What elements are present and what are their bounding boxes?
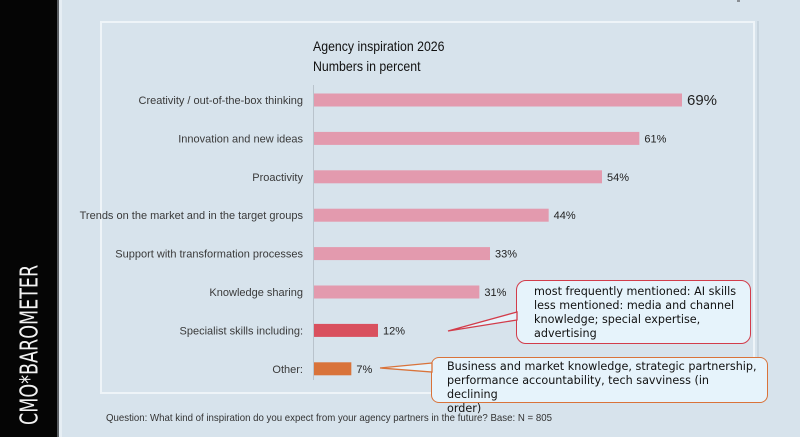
chart-frame-shadow — [757, 21, 759, 394]
bar — [314, 323, 378, 337]
chart-title-block: Agency inspiration 2026 Numbers in perce… — [313, 36, 462, 76]
chart-frame — [100, 21, 755, 394]
bar — [314, 170, 602, 184]
callout-pointer — [447, 311, 518, 332]
category-label: Other: — [272, 364, 303, 376]
page-mark — [737, 0, 740, 2]
category-label: Proactivity — [252, 172, 303, 184]
sidebar-divider — [59, 0, 62, 437]
bar — [314, 131, 640, 145]
value-label: 61% — [644, 133, 666, 145]
value-label: 31% — [484, 287, 506, 299]
y-axis-line — [313, 85, 314, 380]
category-label: Innovation and new ideas — [178, 133, 303, 145]
bar — [314, 362, 352, 376]
value-label: 12% — [383, 325, 405, 337]
callout-other: Business and market knowledge, strategic… — [431, 357, 768, 415]
callout-line: order) — [447, 402, 482, 415]
category-label: Trends on the market and in the target g… — [80, 210, 304, 222]
value-label: 54% — [607, 172, 629, 184]
value-label: 7% — [356, 364, 372, 376]
category-label: Knowledge sharing — [209, 287, 303, 299]
bar — [314, 208, 549, 222]
category-label: Support with transformation processes — [115, 249, 303, 261]
callout-line: advertising — [534, 327, 597, 340]
brand-sidebar: CMO*BAROMETER — [0, 0, 59, 437]
callout-pointer — [379, 362, 433, 373]
bar — [314, 247, 490, 261]
callout-line: performance accountability, tech savvine… — [447, 374, 710, 401]
callout-line: knowledge; special expertise, — [534, 313, 701, 326]
bar — [314, 285, 480, 299]
category-label: Creativity / out-of-the-box thinking — [139, 95, 303, 107]
value-label: 44% — [554, 210, 576, 222]
callout-line: most frequently mentioned: AI skills — [534, 285, 737, 298]
callout-specialist-skills: most frequently mentioned: AI skills les… — [516, 280, 751, 344]
callout-line: less mentioned: media and channel — [534, 299, 735, 312]
category-label: Specialist skills including: — [180, 325, 304, 337]
callout-line: Business and market knowledge, strategic… — [447, 360, 757, 373]
footnote: Question: What kind of inspiration do yo… — [106, 412, 552, 424]
chart-title: Agency inspiration 2026 — [313, 38, 445, 54]
chart-subtitle: Numbers in percent — [313, 58, 421, 74]
bar — [314, 93, 682, 107]
value-label: 69% — [687, 92, 717, 109]
value-label: 33% — [495, 249, 517, 261]
